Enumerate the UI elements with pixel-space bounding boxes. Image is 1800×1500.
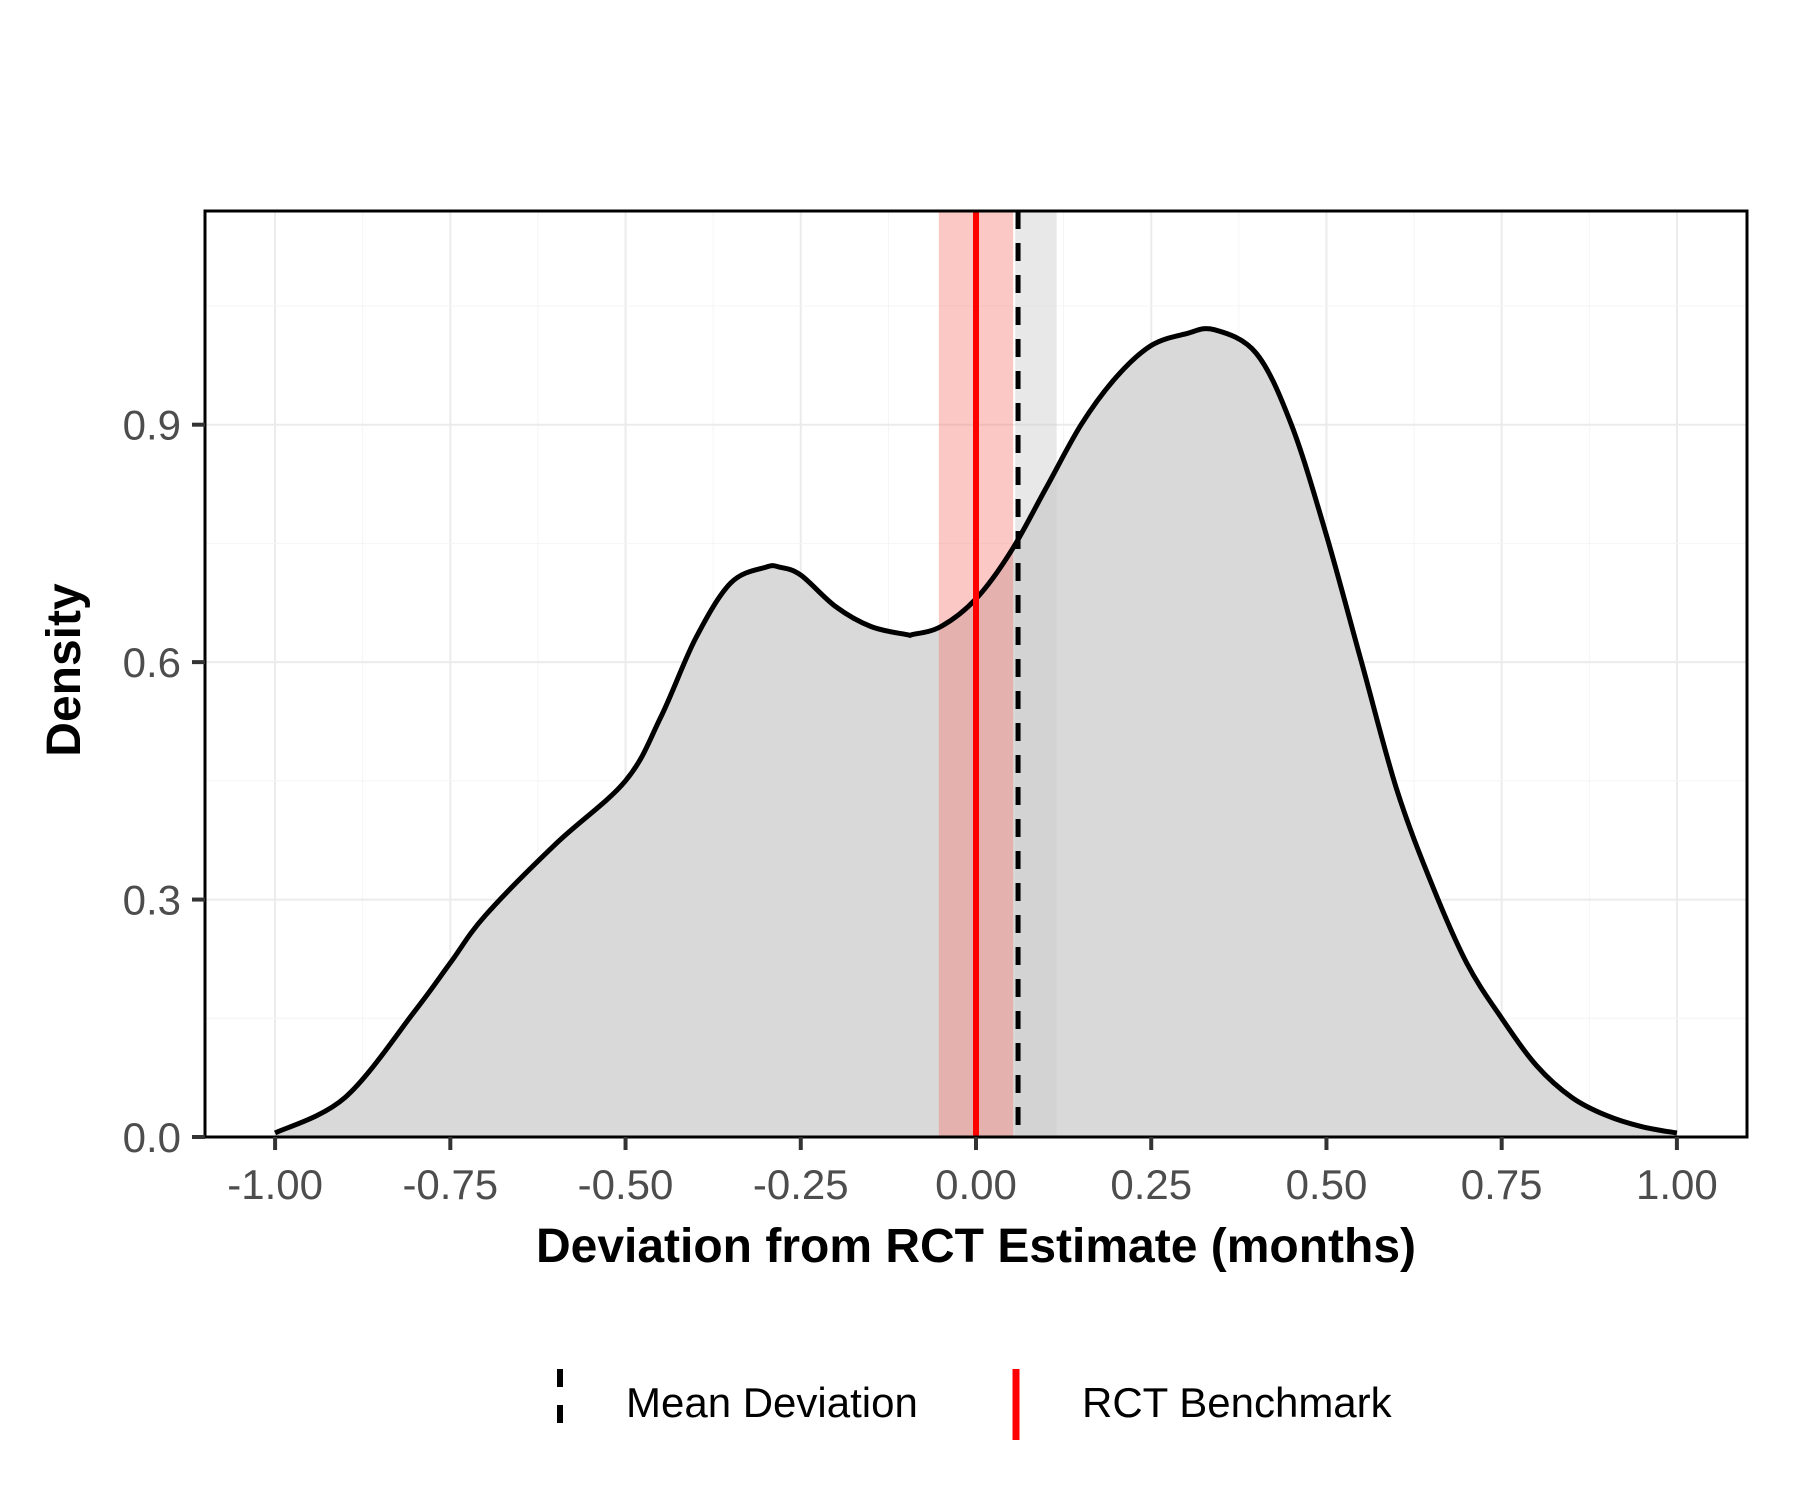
x-tick-label-7: 0.75 (1461, 1161, 1543, 1208)
y-tick-label-3: 0.9 (123, 402, 181, 449)
y-axis-title: Density (38, 583, 91, 757)
x-tick-label-2: -0.50 (578, 1161, 674, 1208)
reference-lines (973, 211, 1021, 1137)
x-tick-label-0: -1.00 (227, 1161, 323, 1208)
legend: Mean Deviation RCT Benchmark (557, 1369, 1393, 1440)
x-axis: -1.00 -0.75 -0.50 -0.25 0.00 0.25 0.50 0.75 1.00 (227, 1137, 1718, 1208)
x-tick-label-3: -0.25 (753, 1161, 849, 1208)
x-axis-title: Deviation from RCT Estimate (months) (536, 1220, 1416, 1273)
x-tick-label-1: -0.75 (402, 1161, 498, 1208)
x-tick-label-5: 0.25 (1110, 1161, 1192, 1208)
y-tick-label-2: 0.6 (123, 639, 181, 686)
density-curve-layer (273, 326, 1678, 1136)
density-curve (273, 326, 1678, 1136)
x-tick-label-8: 1.00 (1636, 1161, 1718, 1208)
x-tick-label-6: 0.50 (1286, 1161, 1368, 1208)
y-tick-label-1: 0.3 (123, 877, 181, 924)
x-tick-label-4: 0.00 (935, 1161, 1017, 1208)
mean-deviation-band (1015, 211, 1057, 1137)
y-tick-label-0: 0.0 (123, 1114, 181, 1161)
legend-label-rct-benchmark: RCT Benchmark (1082, 1379, 1393, 1426)
y-axis: 0.0 0.3 0.6 0.9 (123, 402, 205, 1161)
legend-label-mean-deviation: Mean Deviation (626, 1379, 918, 1426)
confidence-bands (938, 211, 1057, 1137)
